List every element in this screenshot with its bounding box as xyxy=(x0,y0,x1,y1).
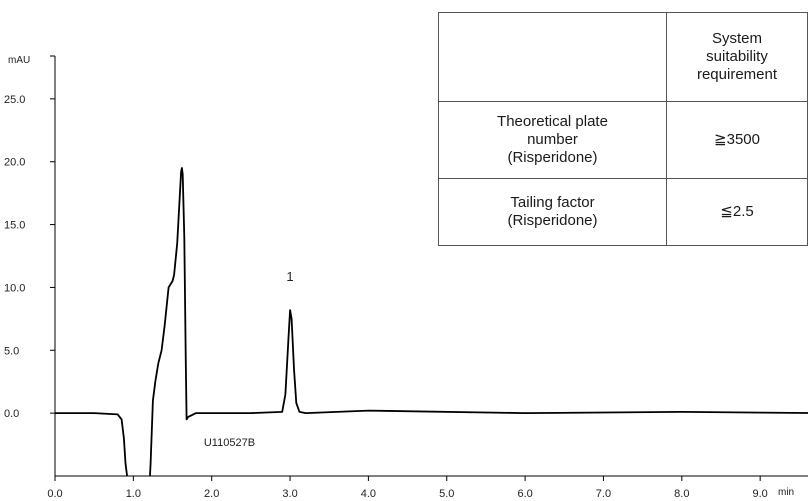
y-tick-label: 20.0 xyxy=(4,157,25,169)
y-tick-label: 5.0 xyxy=(4,345,19,357)
axes xyxy=(50,55,808,481)
x-tick-label: 5.0 xyxy=(439,488,454,500)
annotations: 1 U110527B xyxy=(204,269,294,449)
x-tick-label: 4.0 xyxy=(361,488,376,500)
header-requirement-cell: System suitability requirement xyxy=(666,12,808,102)
x-tick-label: 7.0 xyxy=(596,488,611,500)
x-tick-label: 2.0 xyxy=(204,488,219,500)
x-tick-label: 0.0 xyxy=(47,488,62,500)
requirement-cell: ≧3500 xyxy=(666,101,808,179)
x-tick-label: 6.0 xyxy=(517,488,532,500)
x-axis-unit-label: min xyxy=(778,487,794,498)
parameter-cell: Theoretical plate number (Risperidone) xyxy=(438,101,667,179)
y-tick-label: 0.0 xyxy=(4,408,19,420)
tick-labels: 0.0 5.0 10.0 15.0 20.0 25.0 0.0 1.0 2.0 3.0 4.0 5.0… xyxy=(4,94,768,500)
x-tick-label: 8.0 xyxy=(674,488,689,500)
header-parameter-cell xyxy=(438,12,667,102)
suitability-table-container: System suitability requirement Theoretic… xyxy=(438,12,808,261)
y-tick-label: 25.0 xyxy=(4,94,25,106)
requirement-cell: ≦2.5 xyxy=(666,178,808,246)
y-axis-unit-label: mAU xyxy=(8,55,30,66)
sample-id-label: U110527B xyxy=(204,437,255,449)
parameter-cell: Tailing factor (Risperidone) xyxy=(438,178,667,246)
x-tick-label: 3.0 xyxy=(282,488,297,500)
traces xyxy=(55,167,808,476)
x-tick-label: 9.0 xyxy=(753,488,768,500)
suitability-table: System suitability requirement Theoretic… xyxy=(438,12,808,246)
table-row: Theoretical plate number (Risperidone) ≧… xyxy=(438,101,808,179)
table-row: Tailing factor (Risperidone) ≦2.5 xyxy=(438,178,808,246)
x-tick-label: 1.0 xyxy=(126,488,141,500)
y-tick-label: 15.0 xyxy=(4,220,25,232)
table-header-row: System suitability requirement xyxy=(438,12,808,102)
chromatogram-trace xyxy=(55,167,808,476)
header-requirement-text: System suitability requirement xyxy=(696,30,778,83)
y-tick-label: 10.0 xyxy=(4,282,25,294)
peak-number-label: 1 xyxy=(286,269,293,284)
